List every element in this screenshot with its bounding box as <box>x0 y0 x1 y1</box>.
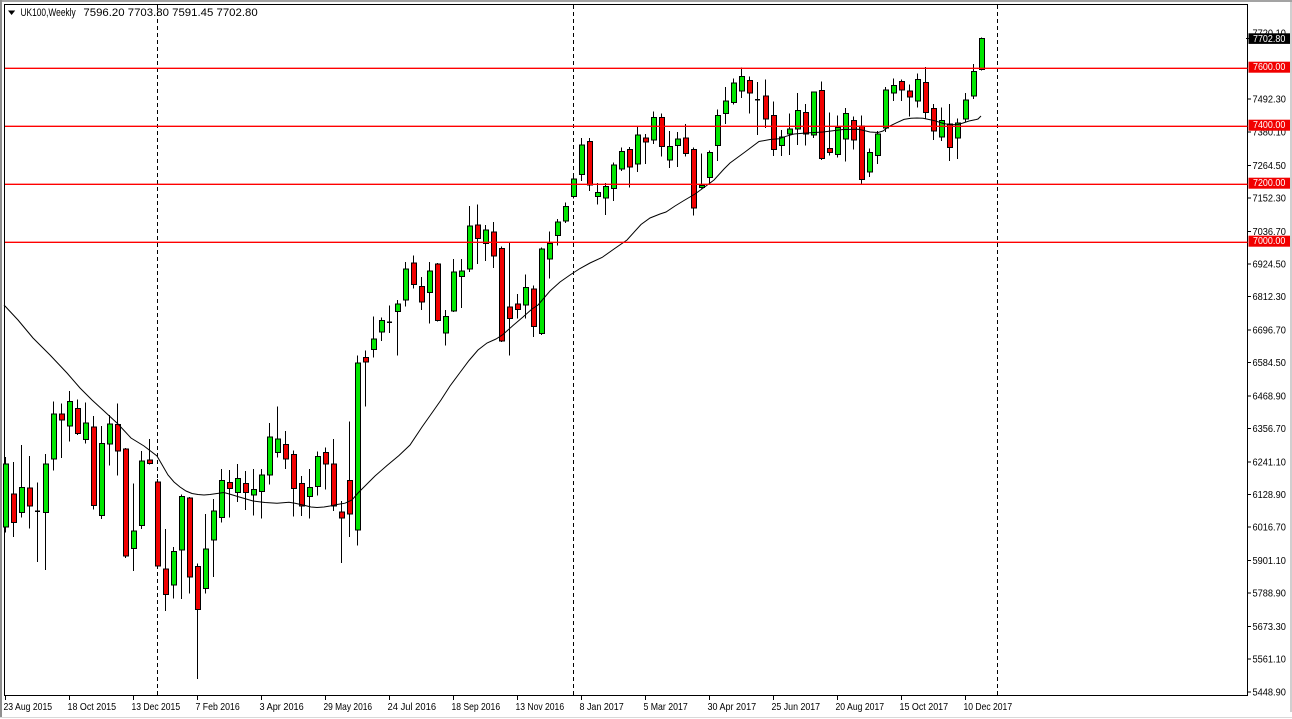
svg-text:5 Mar 2017: 5 Mar 2017 <box>644 702 688 713</box>
svg-text:5901.10: 5901.10 <box>1253 556 1287 567</box>
svg-text:5788.90: 5788.90 <box>1253 589 1287 600</box>
svg-text:10 Dec 2017: 10 Dec 2017 <box>964 702 1013 713</box>
svg-text:6924.50: 6924.50 <box>1253 259 1287 270</box>
svg-text:29 May 2016: 29 May 2016 <box>324 702 373 713</box>
svg-text:7400.00: 7400.00 <box>1253 120 1286 131</box>
svg-text:24 Jul 2016: 24 Jul 2016 <box>388 702 437 713</box>
svg-text:6812.30: 6812.30 <box>1253 292 1287 303</box>
svg-text:8 Jan 2017: 8 Jan 2017 <box>580 702 624 713</box>
svg-text:7152.30: 7152.30 <box>1253 193 1287 204</box>
svg-text:6696.70: 6696.70 <box>1253 325 1287 336</box>
svg-text:6016.70: 6016.70 <box>1253 523 1287 534</box>
svg-text:7492.30: 7492.30 <box>1253 95 1287 106</box>
svg-text:7600.00: 7600.00 <box>1253 62 1286 73</box>
svg-text:7596.20 7703.80 7591.45 7702.8: 7596.20 7703.80 7591.45 7702.80 <box>83 7 257 19</box>
svg-text:7 Feb 2016: 7 Feb 2016 <box>196 702 240 713</box>
svg-text:13 Dec 2015: 13 Dec 2015 <box>132 702 181 713</box>
svg-text:3 Apr 2016: 3 Apr 2016 <box>260 702 304 713</box>
svg-text:5673.30: 5673.30 <box>1253 622 1287 633</box>
svg-text:7200.00: 7200.00 <box>1253 178 1286 189</box>
svg-text:5561.10: 5561.10 <box>1253 655 1287 666</box>
svg-text:18 Oct 2015: 18 Oct 2015 <box>68 702 117 713</box>
svg-text:UK100,Weekly: UK100,Weekly <box>21 7 76 19</box>
svg-text:6468.90: 6468.90 <box>1253 392 1287 403</box>
svg-text:7036.70: 7036.70 <box>1253 227 1287 238</box>
svg-text:7380.10: 7380.10 <box>1253 127 1287 138</box>
svg-text:20 Aug 2017: 20 Aug 2017 <box>836 702 885 713</box>
svg-text:6584.50: 6584.50 <box>1253 358 1287 369</box>
svg-text:5448.90: 5448.90 <box>1253 687 1287 698</box>
svg-text:13 Nov 2016: 13 Nov 2016 <box>516 702 565 713</box>
svg-text:25 Jun 2017: 25 Jun 2017 <box>772 702 821 713</box>
svg-text:23 Aug 2015: 23 Aug 2015 <box>4 702 53 713</box>
svg-text:6128.90: 6128.90 <box>1253 490 1287 501</box>
svg-text:18 Sep 2016: 18 Sep 2016 <box>452 702 501 713</box>
svg-text:7702.80: 7702.80 <box>1253 34 1286 45</box>
svg-text:30 Apr 2017: 30 Apr 2017 <box>708 702 757 713</box>
svg-text:7264.50: 7264.50 <box>1253 161 1287 172</box>
svg-text:7000.00: 7000.00 <box>1253 236 1286 247</box>
svg-text:15 Oct 2017: 15 Oct 2017 <box>900 702 949 713</box>
svg-text:6241.10: 6241.10 <box>1253 458 1287 469</box>
svg-text:6356.70: 6356.70 <box>1253 424 1287 435</box>
